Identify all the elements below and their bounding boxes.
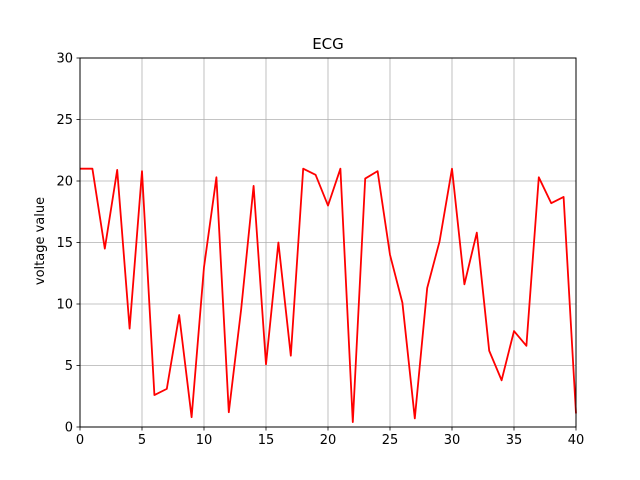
y-tick-label: 20 <box>56 175 73 190</box>
x-tick-label: 25 <box>382 433 399 448</box>
x-tick-label: 30 <box>444 433 461 448</box>
y-tick-label: 0 <box>65 421 73 436</box>
x-tick-label: 15 <box>258 433 275 448</box>
y-tick-label: 10 <box>56 298 73 313</box>
x-tick-label: 20 <box>320 433 337 448</box>
x-tick-label: 0 <box>76 433 84 448</box>
y-axis-label: voltage value <box>33 197 48 285</box>
x-tick-label: 35 <box>506 433 523 448</box>
y-tick-label: 30 <box>56 52 73 67</box>
x-tick-label: 40 <box>568 433 585 448</box>
x-tick-label: 10 <box>196 433 213 448</box>
y-axis: 0 5 10 15 20 25 30 <box>56 52 80 436</box>
series-line <box>80 167 577 423</box>
chart-title: ECG <box>312 35 344 53</box>
grid <box>79 57 577 428</box>
y-tick-label: 25 <box>56 113 73 128</box>
plot-lines <box>80 167 577 423</box>
x-axis: 0 5 10 15 20 25 30 35 40 <box>76 427 584 448</box>
y-tick-label: 5 <box>65 359 73 374</box>
y-tick-label: 15 <box>56 236 73 251</box>
x-tick-label: 5 <box>138 433 146 448</box>
